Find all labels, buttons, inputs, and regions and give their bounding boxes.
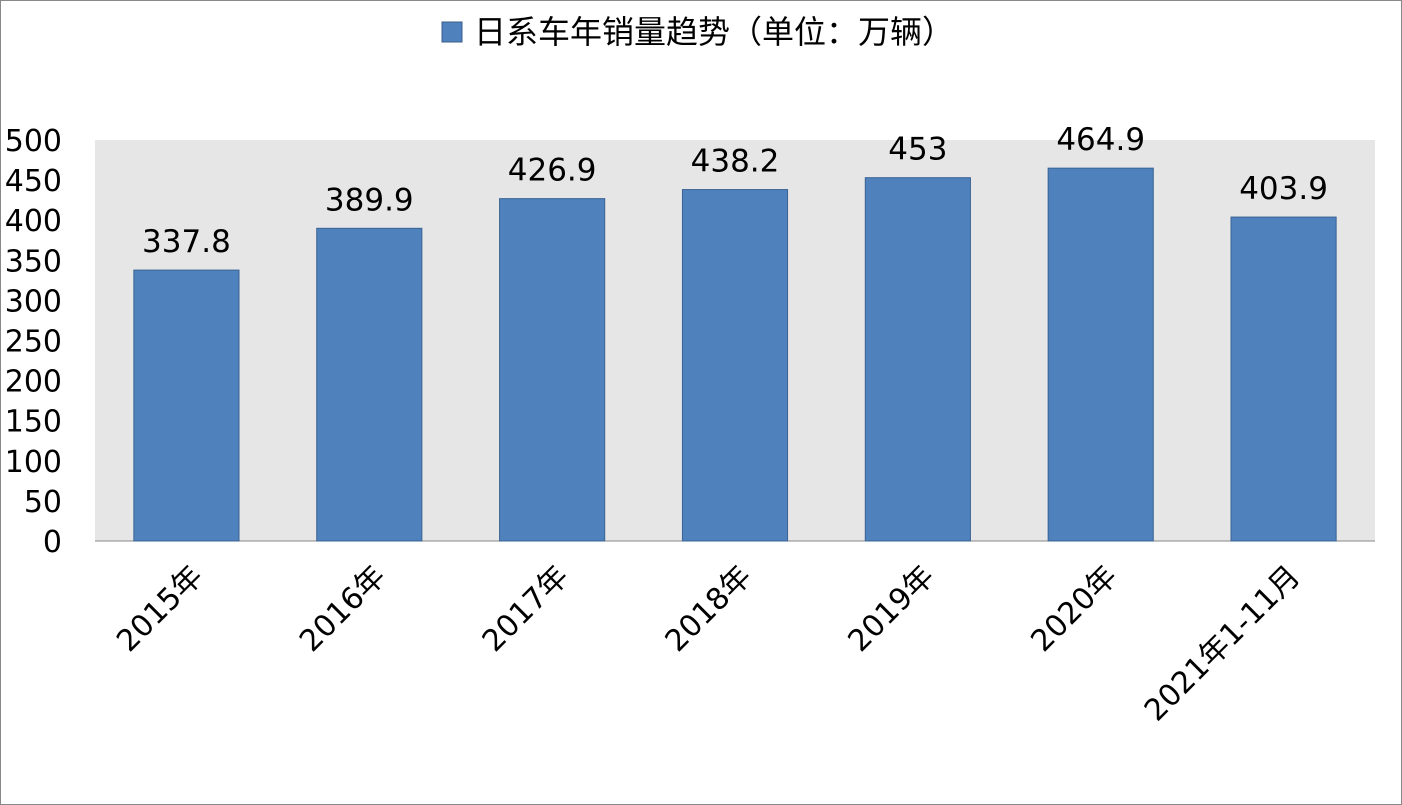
y-tick-label: 300 bbox=[5, 284, 62, 319]
data-label: 464.9 bbox=[1056, 122, 1145, 158]
bar bbox=[864, 177, 971, 542]
bar bbox=[1047, 167, 1154, 542]
data-label: 389.9 bbox=[325, 182, 414, 218]
bar bbox=[1230, 216, 1337, 542]
y-tick-label: 450 bbox=[5, 164, 62, 199]
bar bbox=[133, 269, 240, 542]
data-label: 453 bbox=[888, 132, 947, 168]
data-label: 403.9 bbox=[1239, 171, 1328, 207]
legend-label: 日系车年销量趋势（单位：万辆） bbox=[474, 13, 954, 51]
bar bbox=[316, 227, 423, 542]
y-tick-label: 500 bbox=[5, 124, 62, 159]
y-tick-label: 50 bbox=[24, 485, 62, 520]
y-tick-label: 200 bbox=[5, 365, 62, 400]
data-label: 337.8 bbox=[142, 224, 231, 260]
y-tick-label: 400 bbox=[5, 204, 62, 239]
y-tick-label: 350 bbox=[5, 244, 62, 279]
y-tick-label: 100 bbox=[5, 445, 62, 480]
data-label: 438.2 bbox=[691, 144, 780, 180]
y-tick-label: 250 bbox=[5, 325, 62, 360]
bar bbox=[499, 198, 606, 542]
legend-swatch bbox=[441, 21, 463, 43]
y-tick-label: 150 bbox=[5, 405, 62, 440]
bar bbox=[681, 189, 789, 542]
y-tick-label: 0 bbox=[43, 525, 62, 560]
data-label: 426.9 bbox=[508, 153, 597, 189]
